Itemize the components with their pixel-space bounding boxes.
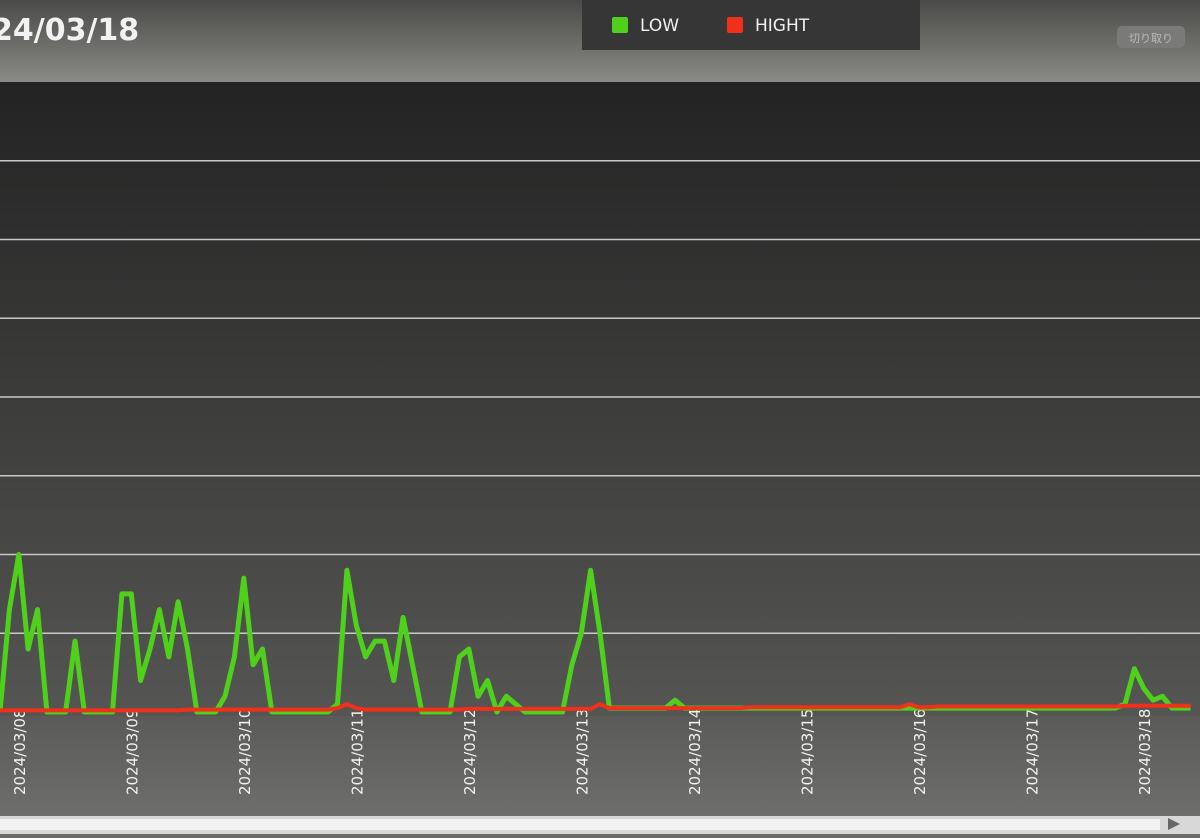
x-tick-label: 2024/03/12	[461, 709, 479, 795]
legend-swatch	[612, 17, 628, 33]
plot-area	[0, 82, 1200, 716]
x-tick-label: 2024/03/18	[1136, 709, 1154, 795]
page-title: 24/03/18	[0, 13, 139, 48]
legend-swatch	[727, 17, 743, 33]
legend-label: HIGHT	[755, 16, 810, 36]
legend-box	[582, 0, 920, 50]
legend-label: LOW	[640, 16, 679, 36]
axis-area	[0, 716, 1200, 816]
x-tick-label: 2024/03/09	[123, 709, 141, 795]
x-tick-label: 2024/03/11	[348, 709, 366, 795]
button[interactable]	[1117, 26, 1185, 48]
x-tick-label: 2024/03/13	[573, 709, 591, 795]
scroll-arrow[interactable]	[1168, 818, 1180, 830]
x-tick-label: 2024/03/10	[236, 709, 254, 795]
x-tick-label: 2024/03/14	[686, 709, 704, 795]
series-line	[0, 702, 1191, 713]
button-label[interactable]: 切り取り	[1129, 32, 1173, 45]
scroll-thumb[interactable]	[0, 819, 1160, 830]
x-tick-label: 2024/03/08	[11, 709, 29, 795]
x-tick-label: 2024/03/15	[798, 709, 816, 795]
x-tick-label: 2024/03/17	[1023, 709, 1041, 795]
x-tick-label: 2024/03/16	[911, 709, 929, 795]
